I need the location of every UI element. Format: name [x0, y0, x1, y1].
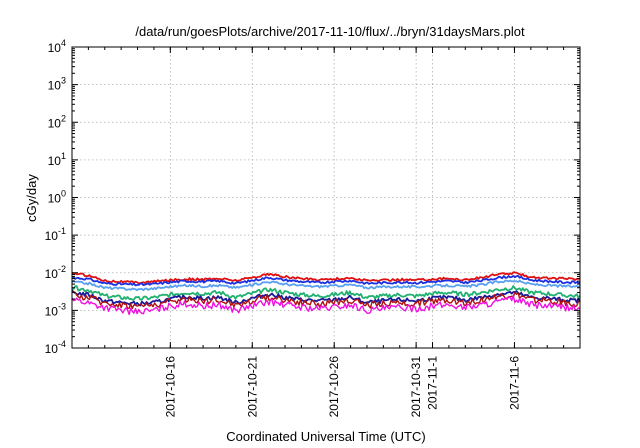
y-tick-label: 102	[48, 113, 66, 130]
grid-lines	[72, 47, 580, 348]
y-tick-labels: 10-4 10-3 10-2 10-1 100 101 102 103 104	[45, 38, 66, 356]
series-line-4	[71, 285, 581, 301]
y-tick-label: 101	[48, 151, 66, 168]
series-lines	[71, 271, 581, 316]
x-tick-label: 2017-11-1	[426, 356, 440, 410]
axis-ticks	[72, 46, 580, 349]
x-tick-label: 2017-10-31	[409, 356, 423, 418]
series-line-3	[71, 279, 581, 292]
y-tick-label: 103	[48, 76, 66, 93]
x-tick-label: 2017-10-16	[163, 356, 177, 418]
y-tick-label: 10-2	[45, 264, 66, 281]
x-tick-labels: 2017-10-16 2017-10-21 2017-10-26 2017-10-31…	[163, 356, 521, 418]
x-tick-label: 2017-10-21	[245, 356, 259, 418]
x-tick-label: 2017-11-6	[507, 356, 521, 410]
y-tick-label: 10-1	[45, 226, 66, 243]
y-axis-label: cGy/day	[24, 174, 39, 222]
series-line-6	[71, 291, 581, 310]
series-line-1	[71, 271, 581, 285]
y-tick-label: 10-3	[45, 301, 66, 318]
series-line-2	[72, 274, 580, 287]
x-tick-label: 2017-10-26	[327, 356, 341, 418]
y-tick-label: 100	[48, 189, 66, 206]
chart-title: /data/run/goesPlots/archive/2017-11-10/f…	[135, 24, 525, 39]
y-tick-label: 10-4	[45, 339, 66, 356]
x-axis-label: Coordinated Universal Time (UTC)	[226, 429, 425, 444]
series-line-5	[71, 289, 581, 307]
y-tick-label: 104	[48, 38, 66, 55]
series-line-7	[71, 295, 581, 316]
